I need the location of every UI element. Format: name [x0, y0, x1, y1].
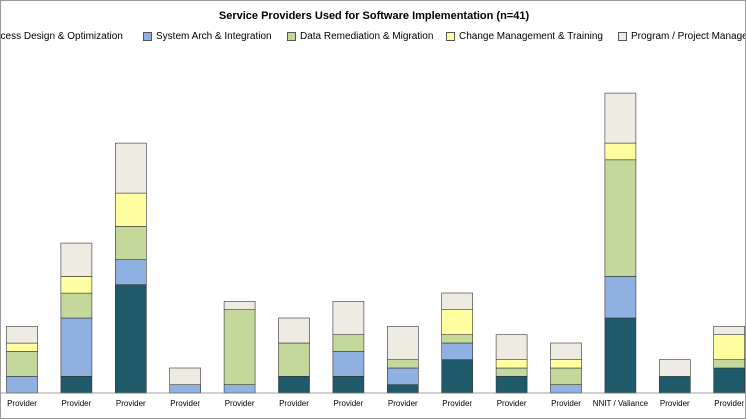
x-tick-label: Provider [442, 399, 472, 408]
x-tick-label: Provider [714, 399, 744, 408]
legend-swatch [143, 32, 152, 41]
bar-segment [223, 384, 256, 394]
bar-segment [332, 375, 365, 394]
bar-segment [386, 367, 419, 386]
bar-segment [550, 342, 582, 361]
bar-segment [6, 326, 38, 344]
bar-segment [495, 359, 528, 369]
bar-segment [278, 317, 310, 344]
bar-segment [115, 259, 147, 286]
bar-segment [115, 226, 147, 260]
bar-segment [495, 375, 528, 394]
legend-label: Program / Project Management [631, 31, 745, 42]
bar-segment [60, 292, 93, 319]
legend-label: Change Management & Training [459, 31, 603, 42]
bar-segment [658, 359, 691, 377]
bar-segment [6, 350, 38, 377]
bar-segment [169, 384, 201, 394]
bar-segment [441, 309, 474, 336]
x-tick-label: Provider [334, 399, 364, 408]
bar-segment [332, 350, 365, 377]
bar-segment [441, 342, 474, 361]
legend-item: Process Design & Optimization [0, 31, 123, 42]
bar-segment [332, 301, 365, 335]
legend-label: Data Remediation & Migration [300, 31, 434, 42]
bar-segment [441, 359, 474, 394]
bar-segment [223, 301, 256, 310]
legend-label: System Arch & Integration [156, 31, 272, 42]
legend-swatch [287, 32, 296, 41]
chart-title: Service Providers Used for Software Impl… [218, 10, 530, 22]
legend-item: System Arch & Integration [143, 31, 272, 42]
x-tick-label: Provider [497, 399, 527, 408]
bar-segment [115, 142, 147, 194]
x-tick-label: Provider [388, 399, 418, 408]
bar-segment [495, 334, 528, 361]
bar-segment [550, 367, 582, 386]
x-tick-label: Provider [660, 399, 690, 408]
chart-legend: Process Design & Optimization System Arch… [0, 31, 745, 51]
bar-segment [60, 276, 93, 294]
bar-segment [386, 326, 419, 360]
legend-swatch [446, 32, 455, 41]
x-tick-label: Provider [279, 399, 309, 408]
x-tick-label: Provider [170, 399, 200, 408]
bar-segment [604, 92, 637, 144]
bar-segment [495, 367, 528, 377]
legend-item: Data Remediation & Migration [287, 31, 433, 42]
bar-segment [169, 367, 201, 386]
bar-segment [6, 342, 38, 352]
bar-segment [604, 276, 637, 319]
bar-segment [604, 142, 637, 161]
legend-label: Process Design & Optimization [0, 31, 123, 42]
bar-segment [386, 384, 419, 394]
x-tick-label: Provider [225, 399, 255, 408]
bar-segment [604, 317, 637, 394]
bar-segment [60, 375, 93, 394]
legend-swatch [618, 32, 627, 41]
bar-segment [713, 367, 745, 394]
bar-segment [332, 334, 365, 352]
bar-segment [278, 342, 310, 377]
bar-segment [386, 359, 419, 369]
bar-segment [441, 334, 474, 344]
bar-segment [60, 317, 93, 377]
x-tick-label: Provider [7, 399, 37, 408]
bar-segment [658, 375, 691, 394]
bar-segment [441, 292, 474, 311]
bar-segment [60, 242, 93, 277]
x-tick-label: Provider [62, 399, 92, 408]
bar-segment [550, 384, 582, 394]
bar-segment [604, 159, 637, 277]
bar-segment [713, 334, 745, 361]
bar-segment [713, 359, 745, 369]
bar-segment [115, 284, 147, 394]
legend-item: Change Management & Training [446, 31, 603, 42]
legend-item: Program / Project Management [618, 31, 745, 42]
x-tick-label: NNIT / Valiance [593, 399, 649, 408]
bar-segment [278, 375, 310, 394]
bar-segment [223, 309, 256, 386]
x-tick-label: Provider [116, 399, 146, 408]
bar-segment [713, 326, 745, 335]
bar-segment [6, 375, 38, 394]
x-tick-label: Provider [551, 399, 581, 408]
bar-segment [550, 359, 582, 369]
bar-segment [115, 192, 147, 227]
